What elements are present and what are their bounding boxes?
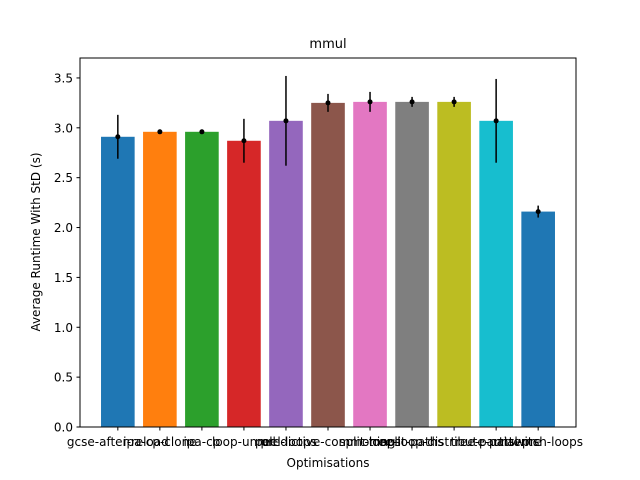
y-tick-label: 2.5 (54, 171, 73, 185)
x-tick-label: loop-unroll (212, 435, 276, 449)
bar-peel-loops (269, 120, 303, 428)
x-axis-label: Optimisations (287, 456, 370, 470)
mean-point-loop-unroll (241, 138, 247, 144)
bar-predictive-commoning (311, 102, 345, 427)
bar-ipa-cp-clone (143, 131, 177, 428)
bar-tree-loop-distribute-patterns (437, 101, 471, 428)
x-tick-label: tree-loop-distribute-patterns (369, 435, 540, 449)
plot-frame (79, 57, 577, 428)
x-tick-label: predictive-commoning (261, 435, 396, 449)
bars-group (101, 101, 555, 428)
mean-point-ipa-cp-clone (157, 129, 163, 135)
mean-point-split-paths (409, 99, 415, 105)
mean-point-ipa-cp (199, 129, 205, 135)
y-tick-label: 1.0 (54, 321, 73, 335)
bar-split-loops (353, 101, 387, 428)
x-tick-label: split-paths (381, 435, 444, 449)
x-tick-label: ipa-cp (183, 435, 220, 449)
x-tick-label: tree-partial-pre (451, 435, 542, 449)
y-axis: 0.0 0.5 1.0 1.5 2.0 2.5 3.0 3.5 (54, 71, 80, 435)
y-tick-label: 3.0 (54, 121, 73, 135)
y-tick-label: 0.0 (54, 421, 73, 435)
mean-point-tree-partial-pre (493, 118, 499, 124)
x-tick-label: unswitch-loops (493, 435, 583, 449)
bar-unswitch-loops (521, 211, 555, 427)
mean-point-unswitch-loops (535, 209, 541, 215)
mean-point-peel-loops (283, 118, 289, 124)
y-tick-label: 1.5 (54, 271, 73, 285)
mean-point-split-loops (367, 99, 373, 105)
x-tick-label: split-loops (339, 435, 400, 449)
mean-point-predictive-commoning (325, 100, 331, 106)
bar-tree-partial-pre (479, 120, 513, 428)
chart-title: mmul (309, 37, 346, 52)
y-axis-label: Average Runtime With StD (s) (29, 152, 43, 331)
error-bars-group (115, 75, 541, 218)
x-tick-label: peel-loops (255, 435, 317, 449)
bar-loop-unroll (227, 140, 261, 427)
x-axis: gcse-after-reloadipa-cp-cloneipa-cploop-… (67, 427, 583, 449)
bar-split-paths (395, 101, 429, 428)
bar-gcse-after-reload (101, 136, 135, 427)
y-tick-label: 3.5 (54, 71, 73, 85)
y-tick-label: 0.5 (54, 371, 73, 385)
x-tick-label: gcse-after-reload (67, 435, 169, 449)
mean-point-tree-loop-distribute-patterns (451, 99, 457, 105)
y-tick-label: 2.0 (54, 221, 73, 235)
mean-point-gcse-after-reload (115, 134, 121, 140)
bar-ipa-cp (185, 131, 219, 428)
x-tick-label: ipa-cp-clone (123, 435, 196, 449)
